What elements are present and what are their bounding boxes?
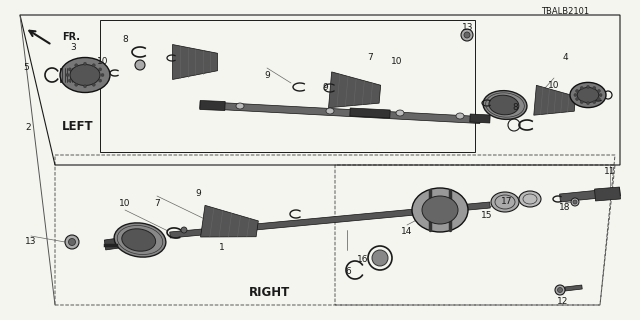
Polygon shape	[559, 188, 620, 202]
Circle shape	[92, 64, 95, 67]
Circle shape	[83, 85, 86, 88]
Polygon shape	[470, 114, 490, 123]
Ellipse shape	[491, 192, 519, 212]
Text: 15: 15	[481, 211, 493, 220]
Text: FR.: FR.	[62, 32, 80, 42]
Circle shape	[68, 79, 71, 82]
Circle shape	[92, 83, 95, 86]
Circle shape	[586, 85, 589, 88]
Circle shape	[580, 86, 583, 90]
Circle shape	[575, 90, 579, 92]
Circle shape	[555, 285, 565, 295]
Ellipse shape	[489, 95, 519, 115]
Text: 2: 2	[25, 123, 31, 132]
Text: 7: 7	[154, 198, 160, 207]
Text: 13: 13	[462, 23, 474, 33]
Text: 13: 13	[25, 237, 36, 246]
Text: 9: 9	[195, 189, 201, 198]
Polygon shape	[328, 72, 381, 108]
Text: 4: 4	[562, 53, 568, 62]
Text: 7: 7	[367, 53, 373, 62]
Circle shape	[181, 227, 187, 233]
Circle shape	[372, 250, 388, 266]
Circle shape	[99, 68, 102, 71]
Text: 5: 5	[23, 62, 29, 71]
Text: 12: 12	[557, 298, 569, 307]
Ellipse shape	[396, 110, 404, 116]
Text: 6: 6	[345, 268, 351, 276]
Text: 16: 16	[357, 255, 369, 265]
Circle shape	[599, 93, 602, 97]
Ellipse shape	[456, 113, 464, 119]
Circle shape	[83, 62, 86, 65]
Circle shape	[461, 29, 473, 41]
Text: 18: 18	[559, 204, 571, 212]
Text: 3: 3	[70, 44, 76, 52]
Ellipse shape	[483, 91, 527, 119]
Text: 1: 1	[219, 244, 225, 252]
Ellipse shape	[412, 188, 468, 232]
Polygon shape	[200, 100, 225, 110]
Circle shape	[575, 98, 579, 100]
Text: 8: 8	[122, 36, 128, 44]
Circle shape	[99, 79, 102, 82]
Text: 14: 14	[401, 228, 413, 236]
Circle shape	[135, 60, 145, 70]
Text: TBALB2101: TBALB2101	[541, 7, 589, 17]
Polygon shape	[200, 101, 480, 124]
Circle shape	[75, 83, 77, 86]
Circle shape	[597, 98, 600, 100]
Polygon shape	[104, 235, 141, 250]
Text: 10: 10	[97, 58, 109, 67]
Ellipse shape	[70, 65, 100, 85]
Polygon shape	[595, 187, 620, 201]
Circle shape	[573, 200, 577, 204]
Circle shape	[557, 287, 563, 292]
Text: 10: 10	[548, 81, 560, 90]
Circle shape	[68, 68, 71, 71]
Polygon shape	[173, 44, 218, 79]
Circle shape	[571, 198, 579, 206]
Text: 10: 10	[119, 198, 131, 207]
Circle shape	[65, 235, 79, 249]
Ellipse shape	[114, 223, 166, 257]
Polygon shape	[200, 205, 259, 237]
Polygon shape	[60, 68, 85, 82]
Circle shape	[68, 238, 76, 245]
Ellipse shape	[422, 196, 458, 224]
Polygon shape	[350, 108, 390, 118]
Text: 11: 11	[604, 167, 616, 177]
Ellipse shape	[122, 229, 156, 251]
Polygon shape	[534, 85, 575, 115]
Ellipse shape	[236, 103, 244, 109]
Circle shape	[593, 86, 596, 90]
Polygon shape	[564, 285, 582, 291]
Circle shape	[66, 74, 69, 76]
Circle shape	[586, 101, 589, 105]
Text: RIGHT: RIGHT	[250, 285, 291, 299]
Circle shape	[597, 90, 600, 92]
Circle shape	[75, 64, 77, 67]
Circle shape	[580, 100, 583, 103]
Text: 8: 8	[512, 103, 518, 113]
Circle shape	[593, 100, 596, 103]
Text: 9: 9	[264, 70, 270, 79]
Ellipse shape	[570, 82, 606, 108]
Ellipse shape	[326, 108, 334, 114]
Ellipse shape	[519, 191, 541, 207]
Polygon shape	[170, 202, 490, 238]
Text: 9: 9	[322, 84, 328, 92]
Circle shape	[574, 93, 577, 97]
Text: 10: 10	[391, 58, 403, 67]
Text: 17: 17	[501, 197, 513, 206]
Ellipse shape	[577, 87, 599, 102]
Text: LEFT: LEFT	[62, 121, 94, 133]
Circle shape	[101, 74, 104, 76]
Ellipse shape	[60, 58, 110, 92]
Circle shape	[464, 32, 470, 38]
